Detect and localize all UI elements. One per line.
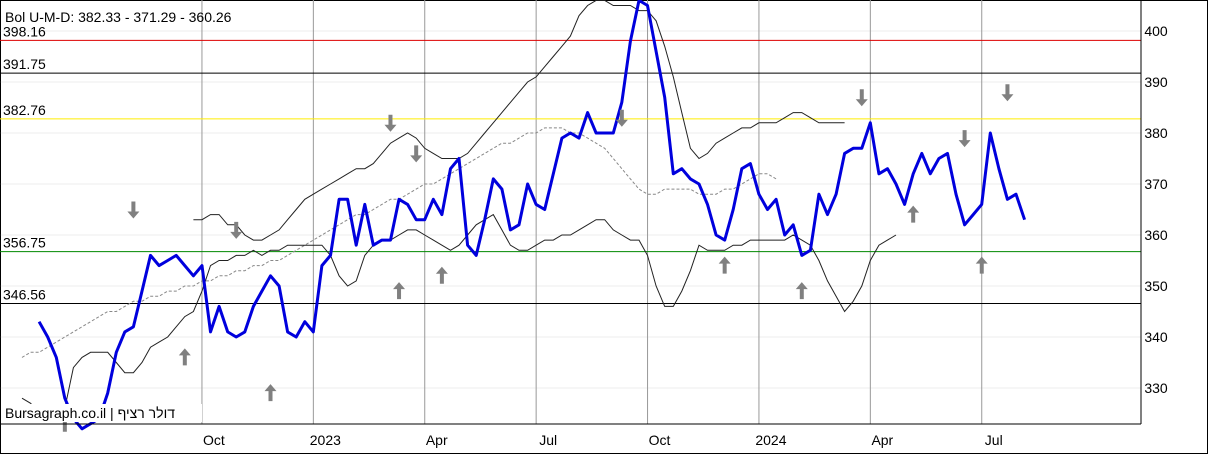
signal-arrow-up-8 xyxy=(435,266,448,284)
y-tick-label-360: 360 xyxy=(1144,227,1168,243)
upper-band-line xyxy=(193,0,845,241)
signal-arrow-down-5 xyxy=(384,114,397,132)
y-tick-label-350: 350 xyxy=(1144,278,1168,294)
signal-arrow-up-6 xyxy=(393,282,406,300)
x-tick-label-5: 2024 xyxy=(755,432,786,448)
y-tick-label-330: 330 xyxy=(1144,380,1168,396)
x-tick-label-0: Oct xyxy=(203,432,225,448)
level-label-0: 398.16 xyxy=(3,23,46,39)
signal-arrow-up-15 xyxy=(975,256,988,274)
signal-arrow-down-3 xyxy=(230,221,243,239)
x-tick-label-6: Apr xyxy=(871,432,893,448)
level-label-4: 346.56 xyxy=(3,287,46,303)
signal-arrow-up-11 xyxy=(795,282,808,300)
watermark-text: Bursagraph.co.il | דולר רציף xyxy=(5,405,175,421)
signal-arrow-down-1 xyxy=(127,201,140,219)
y-tick-label-390: 390 xyxy=(1144,74,1168,90)
lower-band-line xyxy=(21,213,897,420)
signal-arrow-up-2 xyxy=(178,348,191,366)
x-tick-label-1: 2023 xyxy=(310,432,341,448)
watermark-backdrop xyxy=(2,404,202,422)
signal-arrow-down-7 xyxy=(410,145,423,163)
signal-arrow-down-9 xyxy=(615,109,628,127)
signal-arrow-up-4 xyxy=(264,384,277,402)
signal-arrow-down-14 xyxy=(958,130,971,148)
y-tick-label-340: 340 xyxy=(1144,329,1168,345)
signal-arrow-up-13 xyxy=(907,205,920,223)
price-line xyxy=(37,0,1027,431)
price-series xyxy=(37,0,1027,431)
x-tick-label-7: Jul xyxy=(985,432,1003,448)
y-tick-label-370: 370 xyxy=(1144,176,1168,192)
x-axis-tick-labels: Oct 2023 Apr Jul Oct 2024 Apr Jul xyxy=(203,432,1003,448)
y-axis-tick-labels: 330 340 350 360 370 380 390 400 xyxy=(1144,23,1168,396)
signal-arrow-up-10 xyxy=(718,256,731,274)
x-tick-label-4: Oct xyxy=(649,432,671,448)
price-levels: 398.16 391.75 382.76 356.75 346.56 xyxy=(0,23,1141,305)
level-label-2: 382.76 xyxy=(3,102,46,118)
chart-title: Bol U-M-D: 382.33 - 371.29 - 360.26 xyxy=(5,9,232,25)
y-tick-label-400: 400 xyxy=(1144,23,1168,39)
signal-arrows xyxy=(58,84,1014,432)
signal-arrow-down-12 xyxy=(855,89,868,107)
y-tick-label-380: 380 xyxy=(1144,125,1168,141)
signal-arrow-down-16 xyxy=(1001,84,1014,102)
x-tick-label-3: Jul xyxy=(539,432,557,448)
level-label-3: 356.75 xyxy=(3,235,46,251)
level-label-1: 391.75 xyxy=(3,56,46,72)
x-tick-label-2: Apr xyxy=(426,432,448,448)
